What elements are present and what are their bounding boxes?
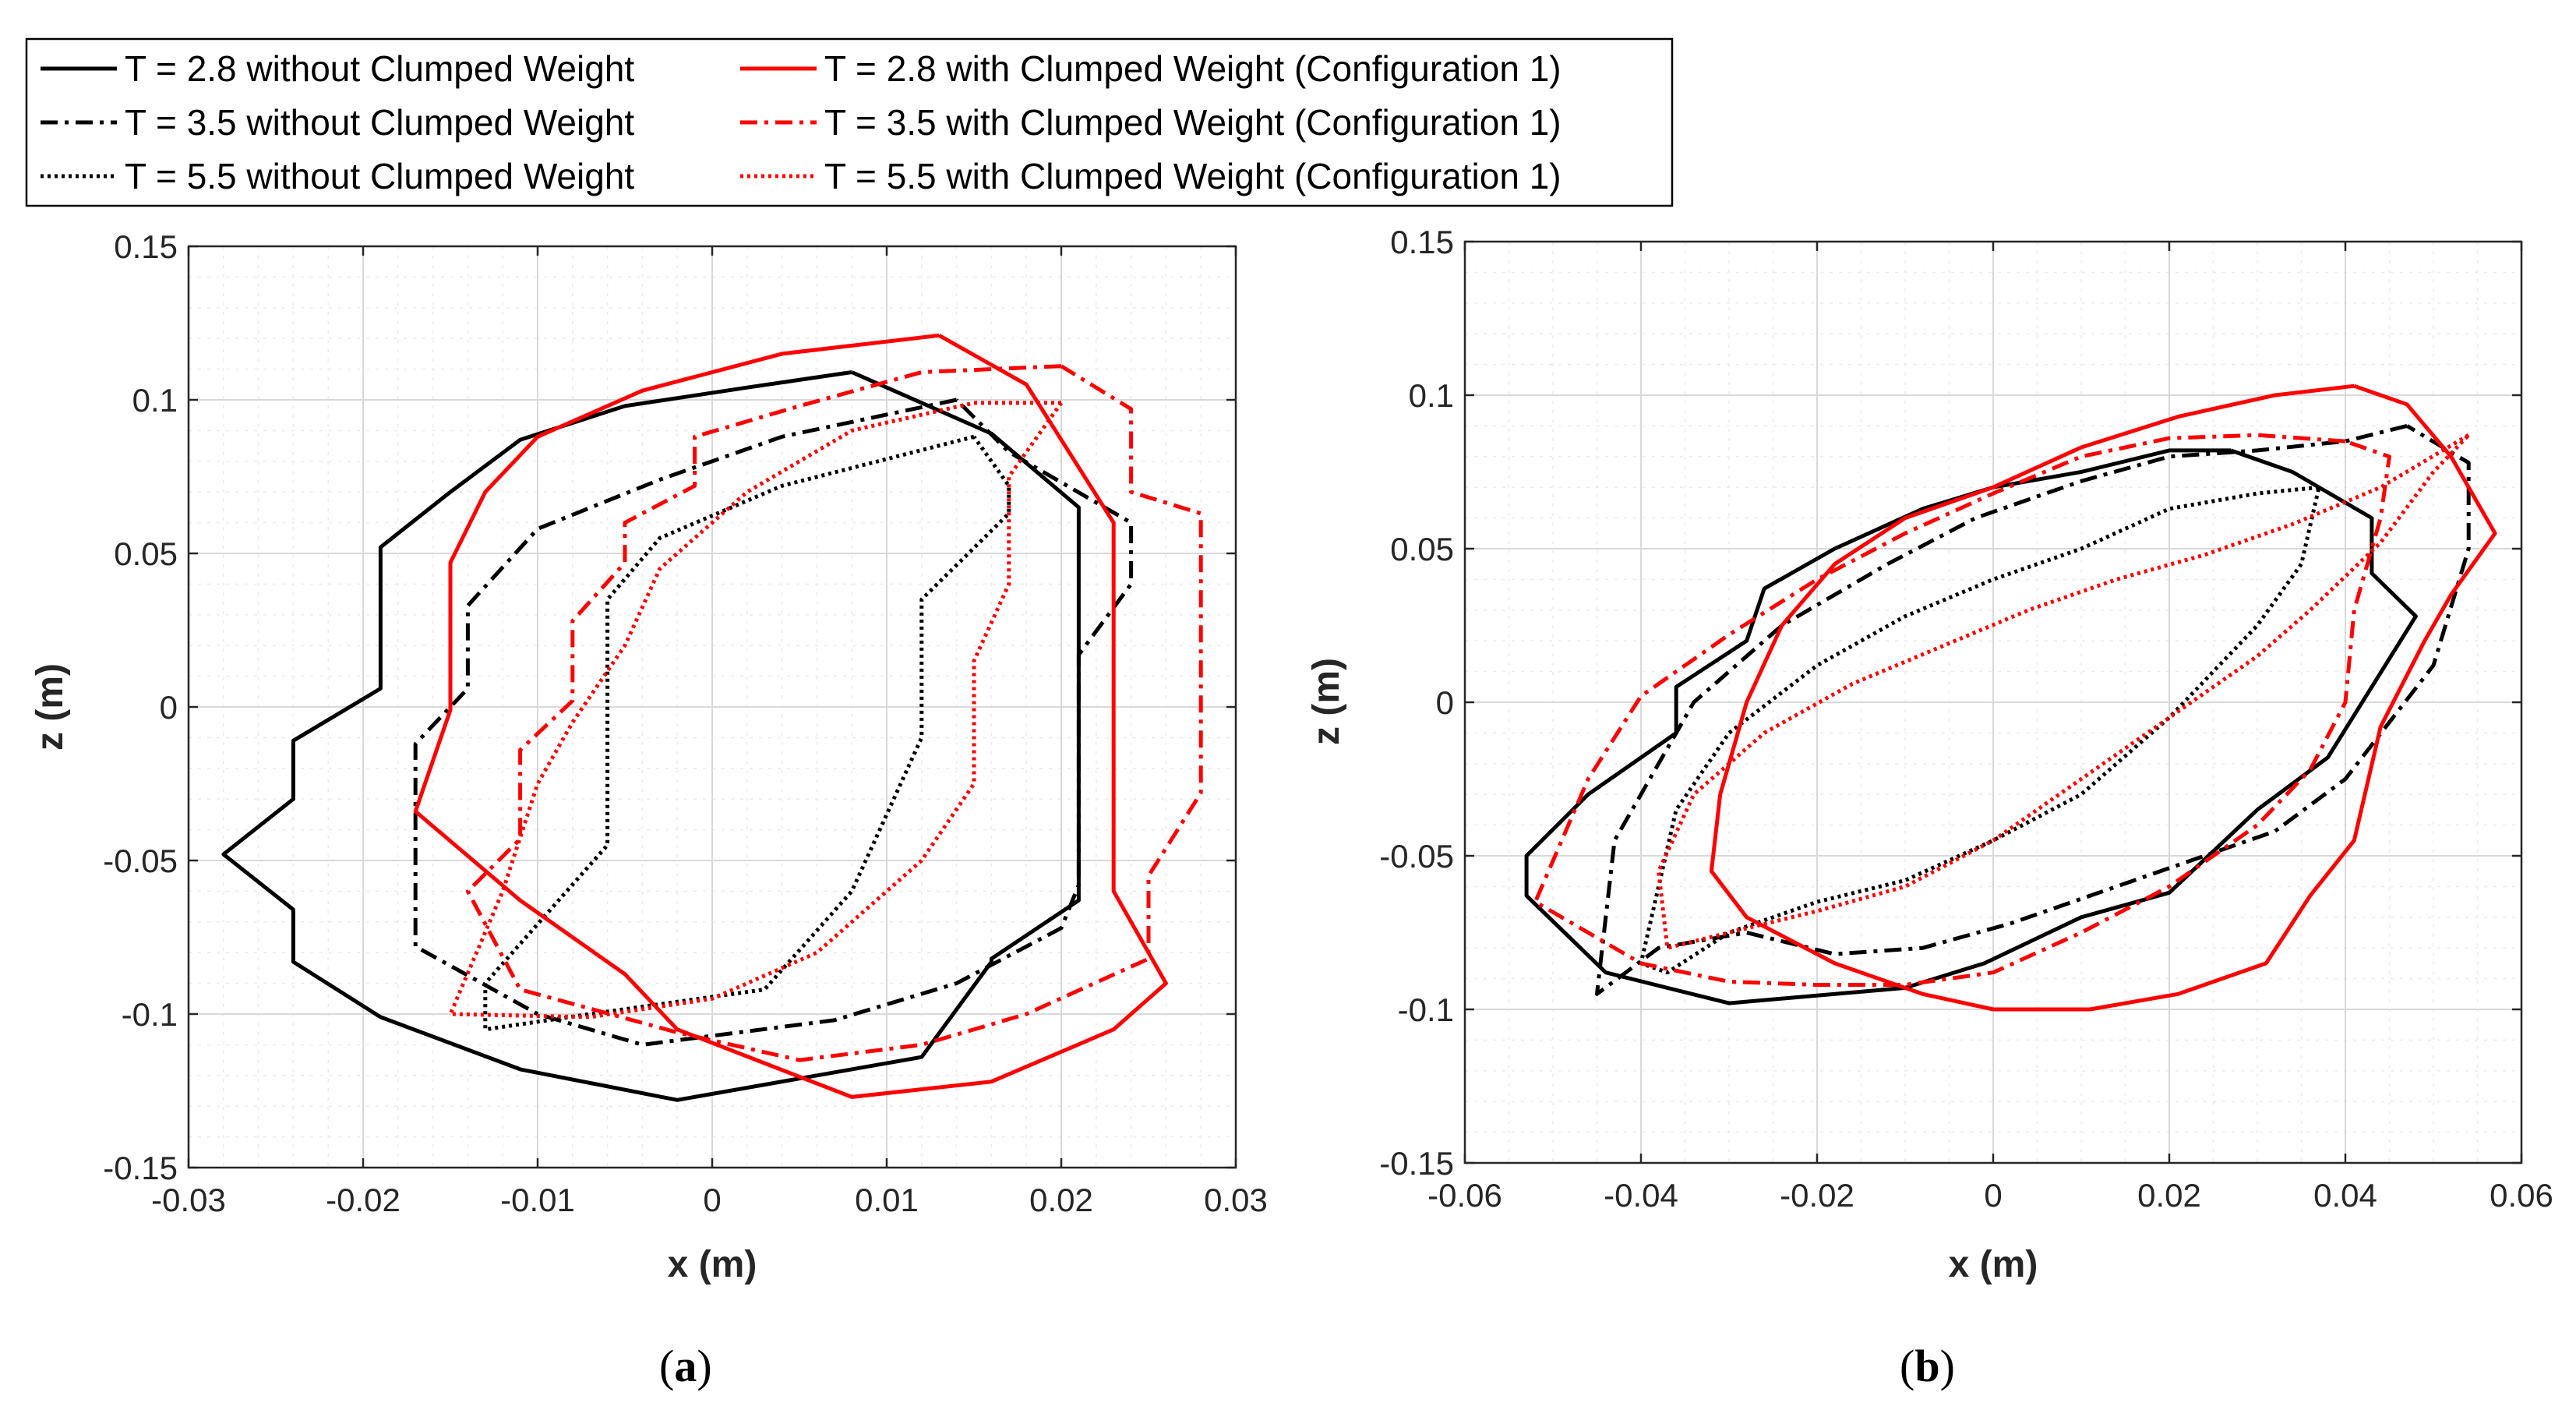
panel-a-series-line-3 (413, 333, 1168, 1099)
panel-a-ticks: -0.03 -0.02 -0.01 0 0.01 0.02 0.03 -0.15 -0.1 -0.… (103, 228, 1268, 1218)
y-tick-label: -0.05 (1379, 838, 1454, 875)
panel-b-series-line-1 (1595, 423, 2471, 996)
panel-a-x-axis-label: x (m) (668, 1244, 757, 1285)
panel-a-series-line-4 (465, 364, 1203, 1062)
y-tick-label: 0 (1436, 684, 1454, 721)
panel-b-series (1524, 383, 2497, 1012)
y-tick-label: -0.05 (103, 843, 178, 879)
x-tick-label: 0.02 (1029, 1182, 1093, 1218)
x-tick-label: 0.04 (2313, 1177, 2377, 1214)
panel-b-x-axis-label: x (m) (1949, 1244, 2038, 1285)
panel-b-caption: (b) (1900, 1341, 1955, 1391)
legend-label-t55-with: T = 5.5 with Clumped Weight (Configurati… (824, 156, 1561, 196)
panel-a-caption-letter: a (674, 1341, 697, 1391)
y-tick-label: 0.1 (1409, 377, 1454, 414)
legend-label-t55-without: T = 5.5 without Clumped Weight (125, 156, 634, 196)
legend-label-t35-with: T = 3.5 with Clumped Weight (Configurati… (824, 102, 1561, 143)
legend: T = 2.8 without Clumped Weight T = 3.5 w… (25, 37, 1674, 207)
x-tick-label: 0.03 (1204, 1182, 1268, 1218)
y-tick-label: 0.15 (1390, 224, 1454, 260)
y-tick-label: 0.15 (114, 228, 178, 265)
panel-a-caption: (a) (659, 1341, 712, 1391)
x-tick-label: 0.01 (855, 1182, 919, 1218)
y-tick-label: 0.1 (132, 382, 178, 419)
panel-b: -0.06 -0.04 -0.02 0 0.02 0.04 0.06 -0.15 -0.1 -0.… (1306, 224, 2553, 1391)
panel-a-series-line-2 (483, 434, 1011, 1032)
panel-a-series (221, 333, 1203, 1102)
y-tick-label: 0.05 (1390, 531, 1454, 567)
x-tick-label: 0 (1984, 1177, 2002, 1214)
x-tick-label: -0.02 (1780, 1177, 1854, 1214)
panel-b-series-line-3 (1709, 383, 2497, 1012)
legend-label-t28-with: T = 2.8 with Clumped Weight (Configurati… (824, 48, 1561, 89)
x-tick-label: -0.03 (151, 1182, 226, 1218)
x-tick-label: -0.02 (326, 1182, 401, 1218)
panel-b-series-line-5 (1657, 433, 2471, 950)
y-tick-label: -0.1 (1398, 991, 1454, 1028)
panel-b-ticks: -0.06 -0.04 -0.02 0 0.02 0.04 0.06 -0.15 -0.1 -0.… (1379, 224, 2553, 1214)
panel-a-series-line-5 (448, 401, 1064, 1020)
y-tick-label: -0.15 (1379, 1145, 1454, 1182)
panel-b-caption-letter: b (1914, 1341, 1939, 1391)
x-tick-label: 0 (703, 1182, 721, 1218)
x-tick-label: 0.06 (2490, 1177, 2553, 1214)
legend-label-t28-without: T = 2.8 without Clumped Weight (125, 48, 634, 89)
y-tick-label: -0.1 (122, 996, 178, 1033)
panel-a-y-axis-label: z (m) (30, 663, 71, 751)
x-tick-label: -0.06 (1427, 1177, 1502, 1214)
x-tick-label: -0.01 (500, 1182, 575, 1218)
legend-label-t35-without: T = 3.5 without Clumped Weight (125, 102, 634, 143)
y-tick-label: 0 (160, 689, 178, 726)
legend-box (25, 37, 1674, 207)
y-tick-label: 0.05 (114, 535, 178, 572)
panel-a: -0.03 -0.02 -0.01 0 0.01 0.02 0.03 -0.15 -0.1 -0.… (30, 228, 1268, 1391)
panel-b-series-line-4 (1533, 433, 2391, 987)
panel-b-y-axis-label: z (m) (1306, 658, 1347, 745)
panel-a-series-line-1 (413, 398, 1134, 1047)
x-tick-label: 0.02 (2137, 1177, 2201, 1214)
x-tick-label: -0.04 (1604, 1177, 1678, 1214)
y-tick-label: -0.15 (103, 1150, 178, 1186)
